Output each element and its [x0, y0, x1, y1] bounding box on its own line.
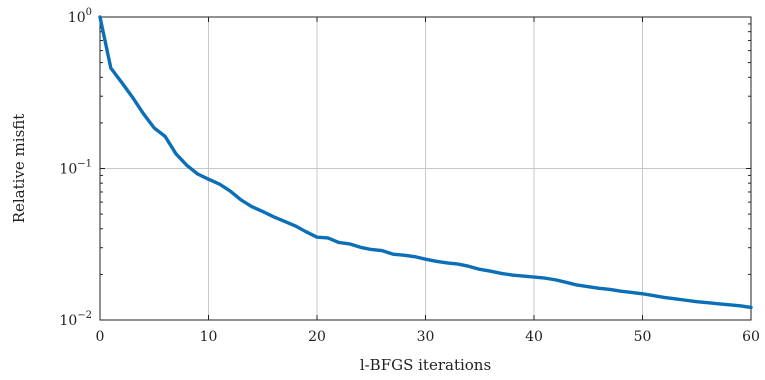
y-tick-base: 10 [68, 10, 86, 26]
y-tick-exponent: −1 [77, 159, 92, 170]
y-tick-base: 10 [59, 313, 77, 329]
x-tick-label: 0 [96, 329, 105, 345]
x-tick-label: 50 [634, 329, 652, 345]
grid [100, 17, 751, 320]
y-tick-exponent: 0 [86, 7, 92, 18]
x-tick-label: 10 [200, 329, 218, 345]
y-tick-label: 100 [68, 7, 92, 26]
y-tick-label: 10−2 [59, 310, 92, 329]
x-tick-label: 40 [525, 329, 543, 345]
y-tick-label: 10−1 [59, 159, 92, 178]
x-tick-label: 60 [742, 329, 760, 345]
x-tick-label: 30 [417, 329, 435, 345]
x-tick-label: 20 [308, 329, 326, 345]
x-axis-label: l-BFGS iterations [360, 356, 491, 374]
series-line [98, 15, 753, 310]
y-tick-base: 10 [59, 162, 77, 178]
series-layer [98, 15, 753, 310]
y-tick-exponent: −2 [77, 310, 92, 321]
y-axis-label: Relative misfit [10, 114, 28, 224]
x-tick-labels: 0 10 20 30 40 50 60 [96, 329, 760, 345]
plot-frame [99, 16, 752, 321]
